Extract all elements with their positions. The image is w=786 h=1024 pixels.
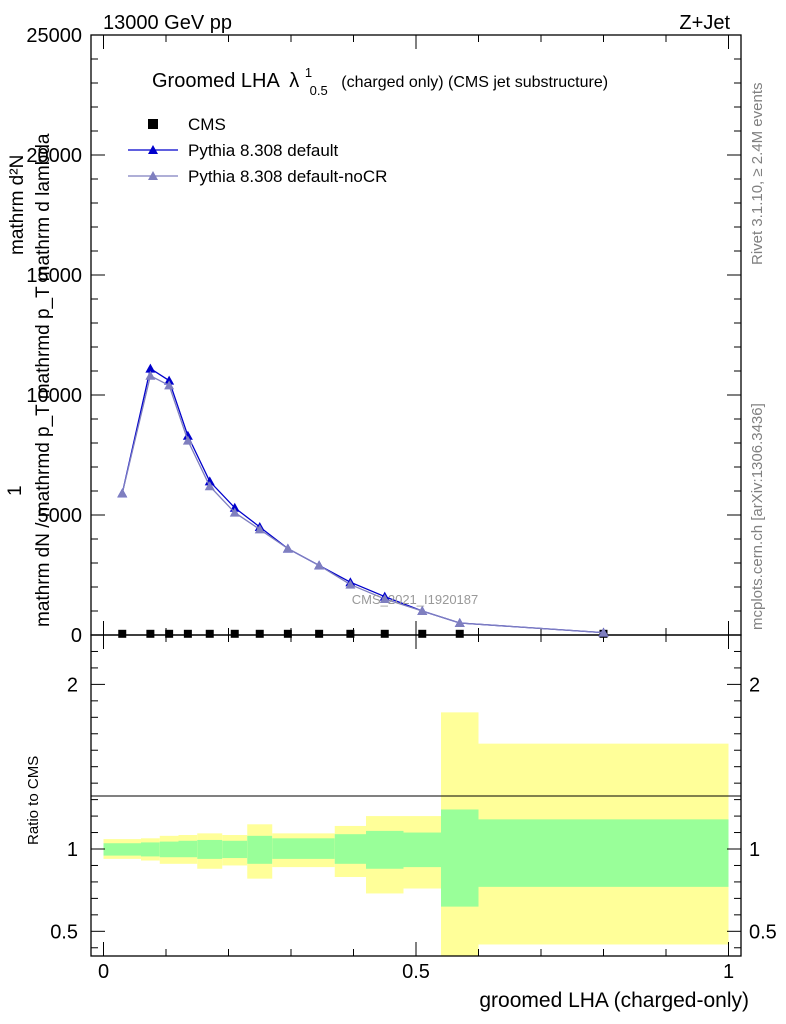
ratio-tick-label: 0.5 <box>50 921 78 943</box>
ratio-band-green <box>441 809 479 907</box>
plot-title-main: Groomed LHA <box>152 70 280 92</box>
y-tick-label: 5000 <box>38 505 83 527</box>
series-marker-2 <box>314 560 325 570</box>
header-right: Z+Jet <box>679 12 730 34</box>
series-marker-2 <box>345 579 356 589</box>
series-marker-2 <box>117 488 128 498</box>
y-axis-label-one: 1 <box>5 485 26 496</box>
ratio-band-green <box>247 835 273 864</box>
ratio-band-green <box>334 834 366 864</box>
plot-title: Groomed LHA λ 1 0.5 (charged only) (CMS … <box>152 60 608 100</box>
y-tick-label: 10000 <box>26 385 82 407</box>
y-axis-label-ratio: Ratio to CMS <box>25 756 42 845</box>
cms-data-point <box>205 629 214 638</box>
y-tick-label: 15000 <box>26 265 82 287</box>
ratio-band-green <box>222 840 248 859</box>
plot-title-sub: 0.5 <box>310 83 328 98</box>
legend-label: CMS <box>188 115 226 134</box>
cms-data-point <box>315 629 324 638</box>
series-marker-2 <box>598 627 609 637</box>
plot-title-lambda: λ <box>289 70 299 92</box>
series-marker-2 <box>164 380 175 390</box>
y-axis-label-num: mathrm d²N <box>7 155 28 255</box>
ratio-tick-label-right: 1 <box>749 839 760 861</box>
plot-title-rest: (charged only) (CMS jet substructure) <box>341 74 608 91</box>
ratio-band-green <box>159 841 179 858</box>
x-tick-label: 0 <box>98 961 109 983</box>
ratio-tick-label: 1 <box>67 839 78 861</box>
legend: CMS Pythia 8.308 default Pythia 8.308 defa… <box>128 115 387 186</box>
cms-data-point <box>165 629 174 638</box>
y-axis-label-main: mathrm dN / mathrmd p_T mathrmd p_T math… <box>33 133 54 627</box>
y-tick-label: 25000 <box>26 25 82 47</box>
ratio-band-green <box>103 843 141 856</box>
cms-data-point <box>283 629 292 638</box>
ratio-band-green <box>403 832 441 868</box>
series-marker-2 <box>229 507 240 517</box>
rivet-label: Rivet 3.1.10, ≥ 2.4M events <box>749 83 766 266</box>
x-axis-label: groomed LHA (charged-only) <box>479 989 749 1012</box>
ratio-bands <box>103 712 729 956</box>
cms-data-point <box>418 629 427 638</box>
legend-marker-triangle <box>148 171 158 180</box>
legend-label: Pythia 8.308 default-noCR <box>188 167 387 186</box>
axis-ticks <box>91 34 741 956</box>
series-marker-2 <box>182 435 193 445</box>
series-marker-2 <box>282 543 293 553</box>
series-layer <box>117 363 609 638</box>
ratio-band-green <box>272 838 304 859</box>
series-marker-2 <box>454 618 465 627</box>
cms-data-point <box>118 629 127 638</box>
ratio-tick-label-right: 2 <box>749 674 760 696</box>
header-left: 13000 GeV pp <box>103 12 232 34</box>
cms-data-point <box>183 629 192 638</box>
ratio-band-green <box>478 819 729 887</box>
series-marker-1 <box>145 363 156 373</box>
ratio-tick-label: 2 <box>67 674 78 696</box>
axis-tick-labels: 0 5000 10000 15000 20000 25000 0.5 0.5 1 1 2 2 0 0.5 1 <box>26 25 776 983</box>
x-tick-label: 0.5 <box>402 961 430 983</box>
mcplots-label: mcplots.cern.ch [arXiv:1306.3436] <box>749 403 766 630</box>
cms-data-point <box>255 629 264 638</box>
cms-data-point <box>230 629 239 638</box>
cms-data-point <box>380 629 389 638</box>
y-tick-label: 0 <box>71 625 82 647</box>
legend-label: Pythia 8.308 default <box>188 141 339 160</box>
legend-marker-triangle <box>148 145 158 154</box>
x-tick-label: 1 <box>723 961 734 983</box>
y-tick-label: 20000 <box>26 145 82 167</box>
ratio-band-green <box>178 840 198 858</box>
ratio-tick-label-right: 0.5 <box>749 921 777 943</box>
cms-data-point <box>455 629 464 638</box>
series-marker-1 <box>182 430 193 440</box>
ratio-band-green <box>197 839 223 859</box>
series-marker-2 <box>204 481 215 491</box>
ratio-band-green <box>303 838 335 859</box>
series-marker-2 <box>417 606 428 615</box>
legend-marker-cms <box>148 119 158 129</box>
analysis-watermark: CMS_2021_I1920187 <box>352 592 479 607</box>
plot-title-sup: 1 <box>305 65 312 80</box>
series-marker-1 <box>164 375 175 385</box>
series-marker-2 <box>379 594 390 603</box>
ratio-band-green <box>366 830 404 869</box>
series-marker-2 <box>145 370 156 380</box>
series-line-2 <box>121 374 604 634</box>
cms-data-point <box>146 629 155 638</box>
series-marker-2 <box>254 524 265 534</box>
cms-data-point <box>346 629 355 638</box>
ratio-band-green <box>141 842 160 857</box>
series-marker-1 <box>204 476 215 486</box>
